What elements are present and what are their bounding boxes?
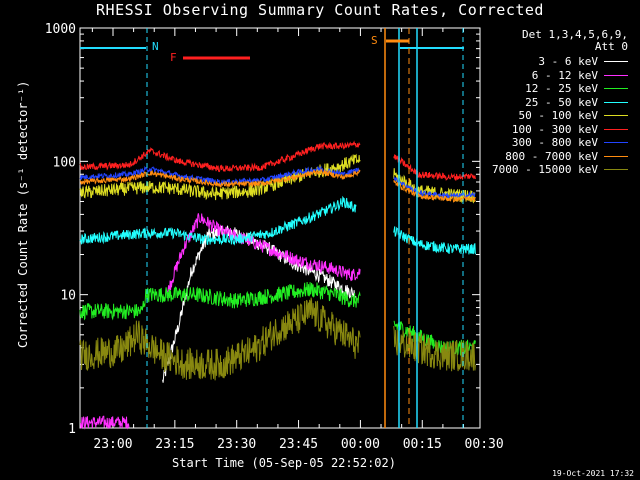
saa-label: S <box>371 34 378 47</box>
legend-entry-label: 6 - 12 keV <box>531 68 598 82</box>
legend-swatch <box>604 74 628 76</box>
legend-entry: 3 - 6 keV <box>538 55 628 68</box>
x-tick-label: 23:15 <box>155 437 194 452</box>
legend-swatch <box>604 88 628 89</box>
x-tick-label: 00:30 <box>465 437 504 452</box>
legend-swatch <box>604 128 628 130</box>
x-tick-label: 23:30 <box>217 437 256 452</box>
legend-swatch <box>604 155 628 157</box>
legend-swatch <box>604 169 628 170</box>
legend-swatch <box>604 61 628 62</box>
legend-entry-label: 300 - 800 keV <box>511 136 598 149</box>
x-axis-label: Start Time (05-Sep-05 22:52:02) <box>172 456 396 470</box>
x-tick-label: 00:00 <box>341 437 380 452</box>
legend-entry: 50 - 100 keV <box>519 109 628 122</box>
legend-header-2: Att 0 <box>594 40 628 53</box>
legend-entry: 800 - 7000 keV <box>505 150 628 163</box>
legend-entry-label: 3 - 6 keV <box>538 55 598 68</box>
legend-entry: 6 - 12 keV <box>532 69 628 82</box>
legend-swatch <box>604 142 628 143</box>
legend-header-1: Det 1,3,4,5,6,9, <box>522 28 628 41</box>
y-tick-label: 1000 <box>45 22 76 37</box>
y-tick-label: 10 <box>60 289 76 304</box>
legend-entry: 7000 - 15000 keV <box>492 163 628 176</box>
legend-entry-label: 25 - 50 keV <box>525 95 598 109</box>
legend-swatch <box>604 115 628 116</box>
legend-entry: 100 - 300 keV <box>512 123 628 136</box>
legend-entry-label: 800 - 7000 keV <box>505 149 598 163</box>
night-label: N <box>152 40 159 53</box>
legend-swatch <box>604 101 628 103</box>
series-line-800-7000keV <box>79 167 476 204</box>
legend-entry-label: 100 - 300 keV <box>511 122 598 136</box>
legend-entry-label: 7000 - 15000 keV <box>492 163 598 176</box>
legend-entry: 12 - 25 keV <box>525 82 628 95</box>
legend-entry-label: 12 - 25 keV <box>525 82 598 95</box>
footer-timestamp: 19-Oct-2021 17:32 <box>552 469 634 478</box>
series-line-7000-15000keV <box>79 297 476 381</box>
y-tick-label: 1 <box>68 422 76 437</box>
legend-entry: 300 - 800 keV <box>512 136 628 149</box>
series-line-6-12keV <box>80 213 361 430</box>
y-tick-label: 100 <box>53 155 76 170</box>
x-tick-label: 00:15 <box>403 437 442 452</box>
plot-frame <box>79 27 481 429</box>
legend-entry-label: 50 - 100 keV <box>518 109 598 122</box>
x-tick-label: 23:45 <box>279 437 318 452</box>
legend-entry: 25 - 50 keV <box>525 96 628 109</box>
chart-title: RHESSI Observing Summary Count Rates, Co… <box>96 1 544 19</box>
series-line-25-50keV <box>79 195 476 255</box>
series-line-100-300keV <box>79 140 476 182</box>
flare-label: F <box>170 51 177 64</box>
x-tick-label: 23:00 <box>93 437 132 452</box>
